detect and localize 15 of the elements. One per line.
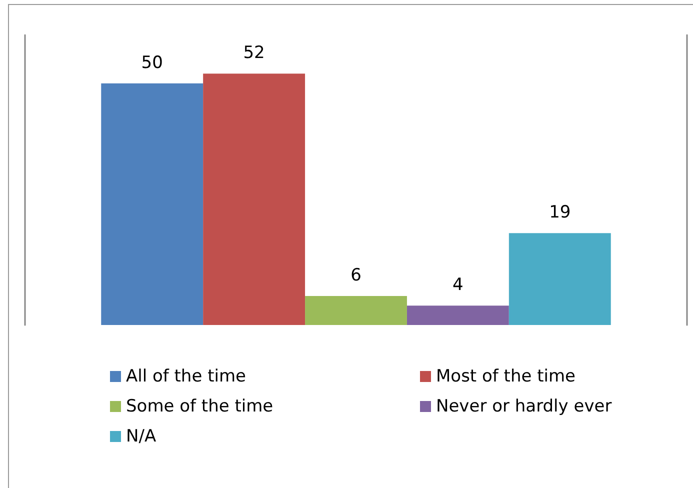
legend-label: Most of the time xyxy=(436,366,576,386)
bar xyxy=(203,74,306,325)
bar xyxy=(305,296,407,325)
data-label: 52 xyxy=(243,43,265,64)
bar xyxy=(101,83,204,325)
data-label: 50 xyxy=(141,52,163,73)
legend-label: Never or hardly ever xyxy=(436,396,612,416)
data-label: 6 xyxy=(350,266,362,286)
legend-label: All of the time xyxy=(126,366,246,386)
legend-label: N/A xyxy=(126,426,156,446)
bar xyxy=(406,306,509,325)
data-label: 19 xyxy=(549,202,571,223)
data-label: 4 xyxy=(452,275,464,296)
bar xyxy=(508,233,611,325)
legend-label: Some of the time xyxy=(126,396,274,416)
